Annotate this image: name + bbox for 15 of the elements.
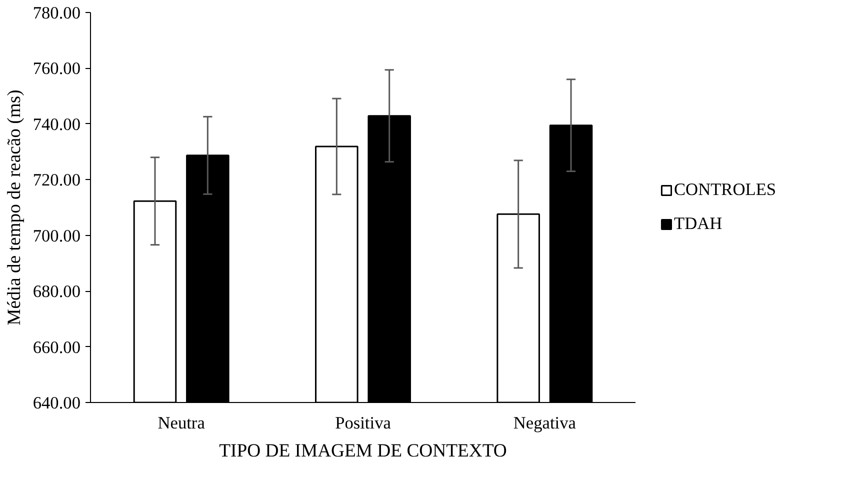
y-tick-label: 700.00 bbox=[32, 226, 81, 246]
x-tick-label: Neutra bbox=[158, 414, 206, 432]
y-tick-label: 680.00 bbox=[32, 282, 81, 302]
y-axis-title: Média de tempo de reacão (ms) bbox=[4, 90, 25, 326]
y-tick-label: 740.00 bbox=[32, 114, 81, 134]
legend-label: CONTROLES bbox=[674, 180, 776, 200]
y-tick-label: 720.00 bbox=[32, 170, 81, 190]
legend-label: TDAH bbox=[674, 214, 722, 234]
y-tick-label: 760.00 bbox=[32, 59, 81, 78]
x-tick-label: Positiva bbox=[335, 414, 392, 432]
y-tick-label: 640.00 bbox=[32, 394, 81, 412]
x-axis-title: TIPO DE IMAGEM DE CONTEXTO bbox=[219, 440, 507, 462]
x-tick-label: Negativa bbox=[513, 414, 576, 432]
y-tick-label: 780.00 bbox=[32, 4, 81, 22]
y-tick-label: 660.00 bbox=[32, 338, 81, 357]
